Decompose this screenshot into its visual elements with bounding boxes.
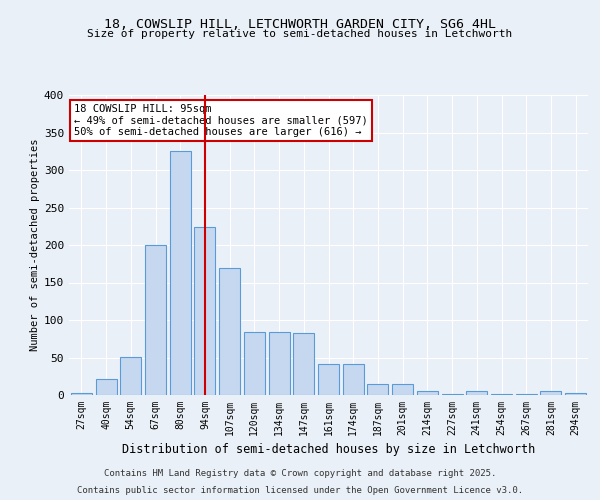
Bar	[367, 384, 388, 395]
Bar	[120, 357, 141, 395]
Bar	[219, 268, 240, 395]
Bar	[244, 332, 265, 395]
Bar	[318, 364, 339, 395]
Bar	[194, 227, 215, 395]
Bar	[466, 390, 487, 395]
Bar	[392, 384, 413, 395]
Text: Size of property relative to semi-detached houses in Letchworth: Size of property relative to semi-detach…	[88, 29, 512, 39]
X-axis label: Distribution of semi-detached houses by size in Letchworth: Distribution of semi-detached houses by …	[122, 444, 535, 456]
Bar	[343, 364, 364, 395]
Text: Contains public sector information licensed under the Open Government Licence v3: Contains public sector information licen…	[77, 486, 523, 495]
Bar	[442, 394, 463, 395]
Bar	[293, 333, 314, 395]
Bar	[170, 151, 191, 395]
Bar	[541, 390, 562, 395]
Bar	[491, 394, 512, 395]
Bar	[71, 393, 92, 395]
Bar	[565, 393, 586, 395]
Text: 18, COWSLIP HILL, LETCHWORTH GARDEN CITY, SG6 4HL: 18, COWSLIP HILL, LETCHWORTH GARDEN CITY…	[104, 18, 496, 30]
Bar	[269, 332, 290, 395]
Text: 18 COWSLIP HILL: 95sqm
← 49% of semi-detached houses are smaller (597)
50% of se: 18 COWSLIP HILL: 95sqm ← 49% of semi-det…	[74, 104, 368, 137]
Y-axis label: Number of semi-detached properties: Number of semi-detached properties	[30, 138, 40, 352]
Bar	[417, 390, 438, 395]
Bar	[145, 245, 166, 395]
Bar	[95, 379, 116, 395]
Bar	[516, 394, 537, 395]
Text: Contains HM Land Registry data © Crown copyright and database right 2025.: Contains HM Land Registry data © Crown c…	[104, 468, 496, 477]
